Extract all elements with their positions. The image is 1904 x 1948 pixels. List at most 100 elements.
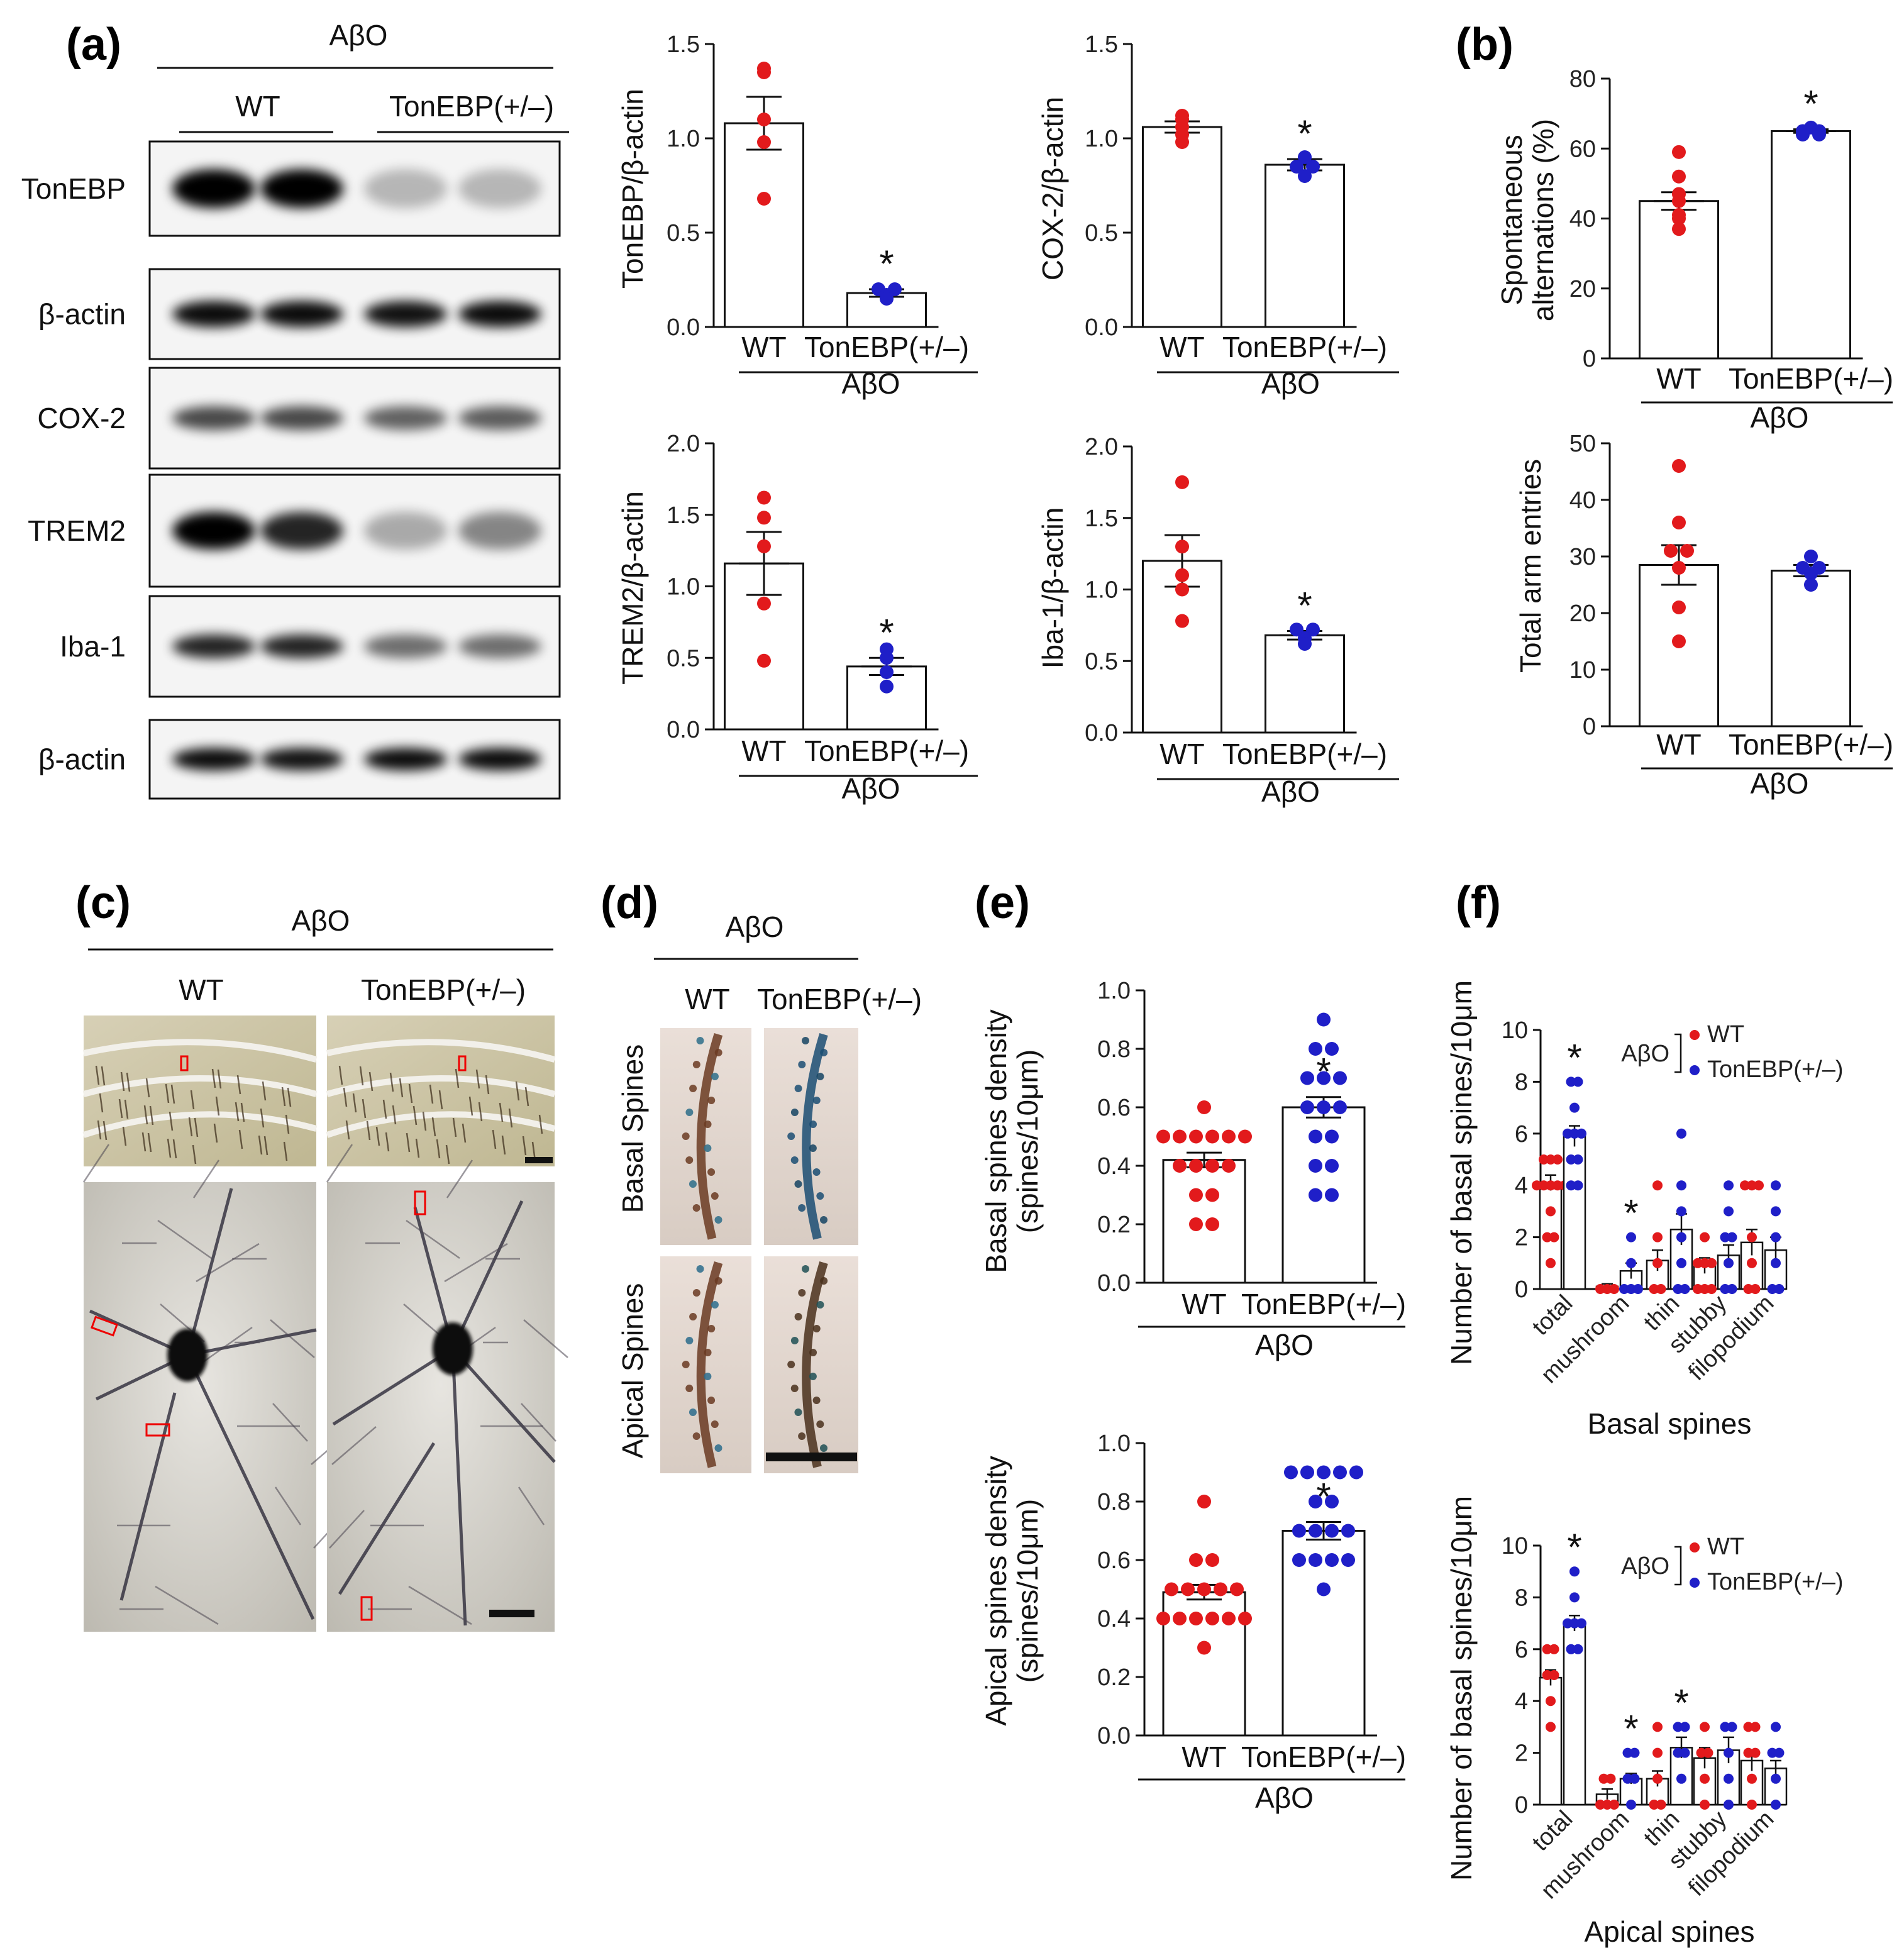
data-point-0 bbox=[1197, 1100, 1211, 1114]
fine-dendrite bbox=[518, 1486, 545, 1525]
x-group-label: AβO bbox=[1255, 1329, 1314, 1361]
data-point-0 bbox=[1156, 1129, 1170, 1144]
fine-dendrite bbox=[521, 1403, 556, 1442]
blot-band bbox=[260, 301, 343, 328]
data-point-0 bbox=[1750, 1722, 1761, 1732]
stained-neuron-mark bbox=[485, 1075, 490, 1095]
data-point-0 bbox=[1175, 582, 1189, 597]
data-point-1 bbox=[1325, 1159, 1339, 1173]
stained-neuron-mark bbox=[124, 1099, 129, 1119]
bar-0 bbox=[1639, 200, 1719, 360]
data-point-0 bbox=[757, 653, 771, 668]
data-point-0 bbox=[1649, 1800, 1659, 1810]
y-tick-label: 0.0 bbox=[667, 314, 700, 341]
blot-group-label: AβO bbox=[329, 19, 388, 52]
data-point-0 bbox=[1173, 1612, 1187, 1625]
data-point-0 bbox=[1652, 1747, 1663, 1758]
data-point-0 bbox=[1743, 1747, 1754, 1758]
spine-head bbox=[704, 1121, 712, 1128]
fine-dendrite bbox=[198, 1326, 253, 1366]
data-point-1 bbox=[1796, 128, 1810, 141]
spine-head bbox=[704, 1373, 712, 1380]
fine-dendrite bbox=[272, 1403, 308, 1442]
data-point-1 bbox=[1676, 1232, 1686, 1242]
stained-neuron-mark bbox=[141, 1132, 147, 1152]
x-category-label: WT bbox=[1182, 1288, 1227, 1320]
stained-neuron-mark bbox=[167, 1138, 172, 1158]
data-point-0 bbox=[1197, 1582, 1211, 1597]
stained-neuron-mark bbox=[431, 1117, 436, 1137]
data-point-1 bbox=[1309, 1524, 1322, 1538]
data-point-0 bbox=[1747, 1773, 1757, 1784]
data-point-1 bbox=[1341, 1524, 1355, 1538]
spine-head bbox=[689, 1408, 697, 1416]
data-point-1 bbox=[1724, 1747, 1734, 1758]
panel-c-col-ton: TonEBP(+/–) bbox=[361, 973, 526, 1006]
data-point-0 bbox=[757, 490, 771, 505]
y-tick-label: 1.5 bbox=[667, 31, 700, 58]
stained-neuron-mark bbox=[501, 1135, 506, 1155]
y-axis-label-line2: (spines/10μm) bbox=[1011, 1049, 1044, 1233]
spine-head bbox=[816, 1301, 824, 1309]
spine-head bbox=[685, 1109, 694, 1116]
data-point-1 bbox=[1309, 1159, 1322, 1173]
data-point-0 bbox=[1693, 1284, 1703, 1294]
slice-layer bbox=[326, 1111, 556, 1138]
spine-head bbox=[696, 1037, 704, 1044]
blot-band bbox=[172, 301, 255, 328]
fine-dendrite bbox=[444, 1242, 508, 1283]
x-group-label: AβO bbox=[1751, 767, 1809, 800]
spine-head bbox=[812, 1397, 821, 1404]
stained-neuron-mark bbox=[475, 1069, 480, 1089]
y-tick-label: 40 bbox=[1569, 206, 1596, 233]
x-category-label: WT bbox=[1656, 362, 1702, 395]
data-point-0 bbox=[1672, 194, 1686, 208]
dendrite-shaft bbox=[696, 1032, 723, 1240]
data-point-1 bbox=[1569, 1618, 1580, 1629]
region-box bbox=[360, 1596, 373, 1621]
y-tick-label: 1.5 bbox=[1085, 31, 1118, 58]
slice-layer bbox=[82, 1111, 318, 1138]
data-point-0 bbox=[1649, 1284, 1659, 1294]
significance-star: * bbox=[1567, 1526, 1581, 1568]
y-axis-label: Basal spines density bbox=[980, 1009, 1012, 1273]
data-point-0 bbox=[1546, 1696, 1556, 1707]
data-point-1 bbox=[1333, 1465, 1347, 1480]
data-point-1 bbox=[1804, 550, 1818, 563]
data-point-1 bbox=[880, 651, 894, 665]
data-point-0 bbox=[1546, 1154, 1556, 1165]
y-tick-label: 0.8 bbox=[1097, 1036, 1131, 1063]
panel-label-a: (a) bbox=[66, 19, 121, 70]
soma bbox=[433, 1322, 473, 1375]
stained-neuron-mark bbox=[343, 1087, 348, 1107]
data-point-0 bbox=[757, 192, 771, 206]
x-category-label: WT bbox=[1182, 1740, 1227, 1773]
data-point-1 bbox=[1633, 1284, 1643, 1294]
y-tick-label: 2 bbox=[1515, 1225, 1528, 1251]
data-point-0 bbox=[1700, 1800, 1710, 1810]
data-point-1 bbox=[1284, 1465, 1298, 1480]
dendrite bbox=[119, 1392, 177, 1601]
dendrite-shaft bbox=[802, 1261, 828, 1468]
y-tick-label: 0.4 bbox=[1097, 1606, 1131, 1632]
data-point-0 bbox=[1205, 1612, 1219, 1625]
blot-band bbox=[458, 512, 541, 550]
data-point-0 bbox=[1539, 1180, 1549, 1191]
spine-head bbox=[714, 1444, 722, 1452]
slice-layer bbox=[326, 1039, 556, 1063]
data-point-1 bbox=[1317, 1100, 1331, 1114]
data-point-1 bbox=[1306, 623, 1320, 637]
x-category-label: TonEBP(+/–) bbox=[1241, 1740, 1406, 1773]
data-point-1 bbox=[1325, 1042, 1339, 1056]
data-point-0 bbox=[1605, 1773, 1616, 1784]
spine-head bbox=[714, 1216, 722, 1224]
fine-dendrite bbox=[446, 1159, 473, 1198]
y-tick-label: 0 bbox=[1583, 714, 1596, 740]
data-point-1 bbox=[1626, 1258, 1636, 1268]
significance-star: * bbox=[1316, 1051, 1331, 1093]
data-point-0 bbox=[1672, 169, 1686, 184]
stained-neuron-mark bbox=[345, 1120, 350, 1140]
data-point-0 bbox=[1165, 1582, 1178, 1597]
data-point-1 bbox=[1680, 1722, 1690, 1732]
blot-band bbox=[260, 406, 343, 430]
